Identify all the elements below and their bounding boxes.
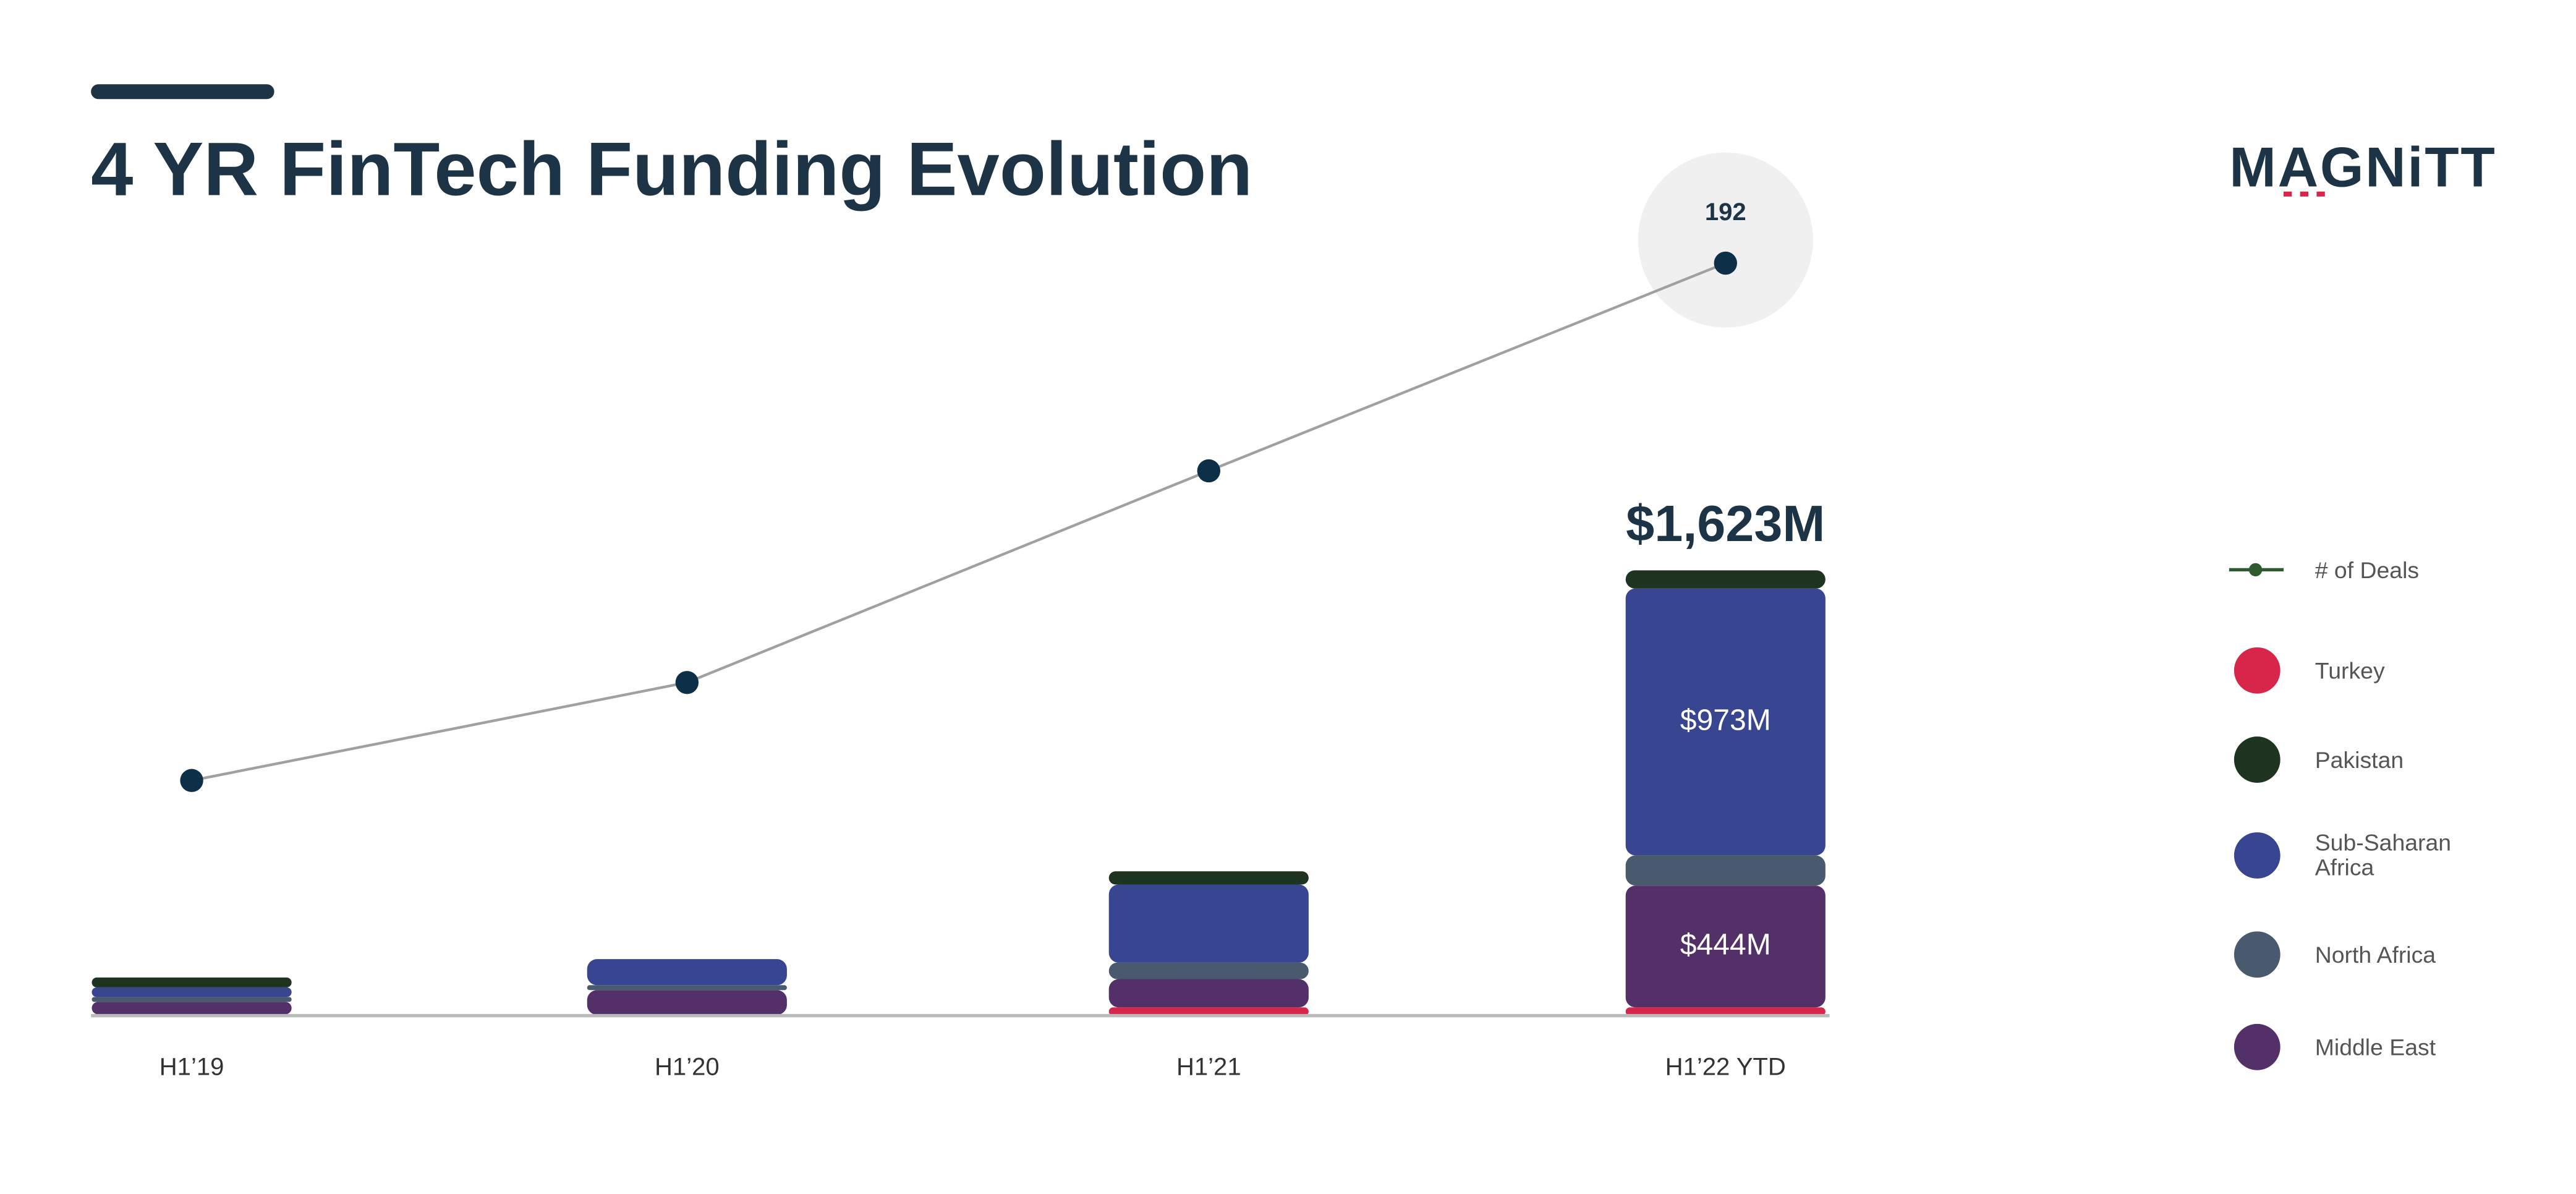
- legend-item: Middle East: [2315, 1033, 2436, 1060]
- bar-segment: [1625, 885, 1826, 1008]
- legend-marker: [2234, 832, 2281, 879]
- x-tick-label: H1’19: [159, 1054, 224, 1081]
- bar-segment: [1108, 871, 1309, 885]
- x-tick-label: H1’20: [655, 1054, 720, 1081]
- deals-point: [1714, 251, 1737, 275]
- legend-label: Middle East: [2315, 1033, 2436, 1060]
- title-accent: [91, 84, 274, 100]
- deals-point: [180, 769, 203, 792]
- legend-marker: [2234, 736, 2281, 783]
- legend-item: Pakistan: [2315, 745, 2404, 772]
- bar-segment: [91, 1002, 292, 1015]
- legend-marker: [2248, 563, 2263, 577]
- logo: MAGNiTT: [2229, 137, 2496, 199]
- chart-title: 4 YR FinTech Funding Evolution: [91, 127, 1252, 212]
- legend-item: Sub-Saharan Africa: [2315, 829, 2452, 881]
- x-tick-label: H1’21: [1176, 1054, 1241, 1081]
- bar-segment: [1625, 588, 1826, 856]
- total-label: $1,623M: [1626, 495, 1825, 552]
- logo-dots: [2284, 191, 2325, 197]
- legend-item: # of Deals: [2315, 555, 2420, 582]
- legend-marker: [2234, 931, 2281, 978]
- bar-segment: [1108, 979, 1309, 1008]
- legend-label: North Africa: [2315, 940, 2436, 967]
- data-label: $444M: [1680, 927, 1771, 961]
- bar-segment: [1625, 570, 1826, 589]
- deals-line: [191, 262, 1727, 782]
- data-label: $973M: [1680, 703, 1771, 736]
- bar-segment: [587, 985, 787, 991]
- bar-segment: [587, 990, 787, 1015]
- deals-point: [1197, 459, 1220, 483]
- legend-item: Turkey: [2315, 656, 2385, 683]
- legend-marker: [2234, 1023, 2281, 1070]
- bar-segment: [1108, 884, 1309, 963]
- x-tick-label: H1’22 YTD: [1665, 1054, 1786, 1081]
- bar-segment: [587, 959, 787, 986]
- legend-label: # of Deals: [2315, 555, 2420, 582]
- bar-segment: [1625, 1007, 1826, 1016]
- legend-label: Sub-Saharan Africa: [2315, 829, 2452, 881]
- legend-item: North Africa: [2315, 940, 2436, 967]
- deals-label: 192: [1705, 198, 1746, 226]
- bar-segment: [1625, 855, 1826, 886]
- bar-segment: [91, 977, 292, 987]
- highlight-bubble: [1638, 152, 1813, 328]
- bar-segment: [1108, 1007, 1309, 1016]
- bar-segment: [1108, 962, 1309, 979]
- bar-segment: [91, 987, 292, 997]
- legend-marker: [2234, 647, 2281, 694]
- legend-label: Pakistan: [2315, 745, 2404, 772]
- deals-point: [675, 671, 699, 694]
- bar-segment: [91, 997, 292, 1002]
- legend-label: Turkey: [2315, 656, 2385, 683]
